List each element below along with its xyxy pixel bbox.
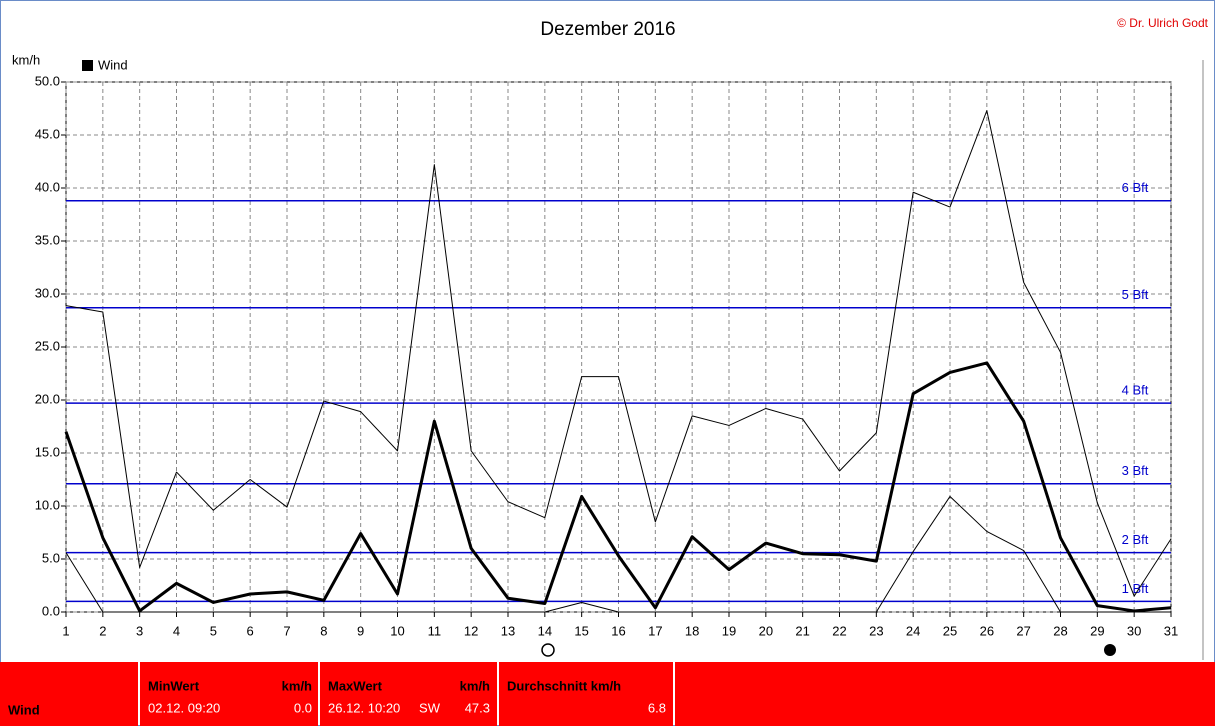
x-tick-label: 1 xyxy=(62,623,69,638)
cell xyxy=(675,662,1215,726)
reference-label: 4 Bft xyxy=(1122,383,1149,398)
x-tick-label: 10 xyxy=(390,623,404,638)
series-line xyxy=(65,110,1172,597)
chart-title: Dezember 2016 xyxy=(540,19,675,40)
min-value: 0.0 xyxy=(294,700,312,715)
x-tick-label: 8 xyxy=(320,623,327,638)
x-tick-label: 11 xyxy=(428,623,442,638)
avg-value: 6.8 xyxy=(648,700,666,715)
min-header: MinWert xyxy=(148,678,200,693)
x-tick-label: 27 xyxy=(1016,623,1030,638)
x-tick-label: 22 xyxy=(832,623,846,638)
max-unit: km/h xyxy=(460,678,490,693)
y-tick-label: 15.0 xyxy=(35,444,60,459)
x-tick-label: 20 xyxy=(759,623,773,638)
x-tick-label: 15 xyxy=(574,623,588,638)
y-tick-label: 50.0 xyxy=(35,73,60,88)
reference-label: 2 Bft xyxy=(1122,532,1149,547)
x-tick-label: 4 xyxy=(173,623,180,638)
cell xyxy=(0,662,138,726)
credit: © Dr. Ulrich Godt xyxy=(1117,16,1209,30)
x-tick-label: 3 xyxy=(136,623,143,638)
x-tick-label: 7 xyxy=(283,623,290,638)
x-tick-label: 16 xyxy=(611,623,625,638)
x-tick-label: 13 xyxy=(501,623,515,638)
x-tick-label: 24 xyxy=(906,623,920,638)
y-tick-label: 20.0 xyxy=(35,391,60,406)
reference-label: 1 Bft xyxy=(1122,581,1149,596)
moon-full xyxy=(541,643,555,657)
x-tick-label: 5 xyxy=(210,623,217,638)
cell xyxy=(499,662,673,726)
y-tick-label: 5.0 xyxy=(42,550,60,565)
x-tick-label: 9 xyxy=(357,623,364,638)
x-tick-label: 6 xyxy=(247,623,254,638)
x-tick-label: 26 xyxy=(980,623,994,638)
cell xyxy=(320,662,497,726)
reference-label: 5 Bft xyxy=(1122,287,1149,302)
x-tick-label: 19 xyxy=(722,623,736,638)
reference-label: 3 Bft xyxy=(1122,463,1149,478)
max-dir: SW xyxy=(419,700,441,715)
x-tick-label: 14 xyxy=(538,623,552,638)
y-tick-label: 10.0 xyxy=(35,497,60,512)
y-tick-label: 0.0 xyxy=(42,603,60,618)
avg-header: Durchschnitt km/h xyxy=(507,678,621,693)
x-tick-label: 21 xyxy=(795,623,809,638)
max-value: 47.3 xyxy=(465,700,490,715)
legend-label: Wind xyxy=(98,57,128,72)
x-tick-label: 2 xyxy=(99,623,106,638)
x-tick-label: 28 xyxy=(1053,623,1067,638)
moon-new xyxy=(1104,644,1116,656)
max-time: 26.12. 10:20 xyxy=(328,700,400,715)
x-tick-label: 25 xyxy=(943,623,957,638)
summary-label: Wind xyxy=(8,702,40,717)
x-tick-label: 23 xyxy=(869,623,883,638)
x-tick-label: 17 xyxy=(648,623,662,638)
x-tick-label: 12 xyxy=(464,623,478,638)
y-tick-label: 30.0 xyxy=(35,285,60,300)
cell xyxy=(140,662,318,726)
y-tick-label: 25.0 xyxy=(35,338,60,353)
y-axis-label: km/h xyxy=(12,52,40,67)
y-tick-label: 45.0 xyxy=(35,126,60,141)
max-header: MaxWert xyxy=(328,678,383,693)
x-tick-label: 18 xyxy=(685,623,699,638)
y-tick-label: 40.0 xyxy=(35,179,60,194)
x-tick-label: 30 xyxy=(1127,623,1141,638)
x-tick-label: 29 xyxy=(1090,623,1104,638)
series-line xyxy=(65,495,1171,613)
y-tick-label: 35.0 xyxy=(35,232,60,247)
series-line xyxy=(64,361,1172,613)
min-unit: km/h xyxy=(282,678,312,693)
reference-label: 6 Bft xyxy=(1122,180,1149,195)
min-time: 02.12. 09:20 xyxy=(148,700,220,715)
x-tick-label: 31 xyxy=(1164,623,1178,638)
legend-swatch xyxy=(82,60,93,71)
summary-table: Wind MinWert km/h 02.12. 09:20 0.0 MaxWe… xyxy=(0,662,1215,726)
